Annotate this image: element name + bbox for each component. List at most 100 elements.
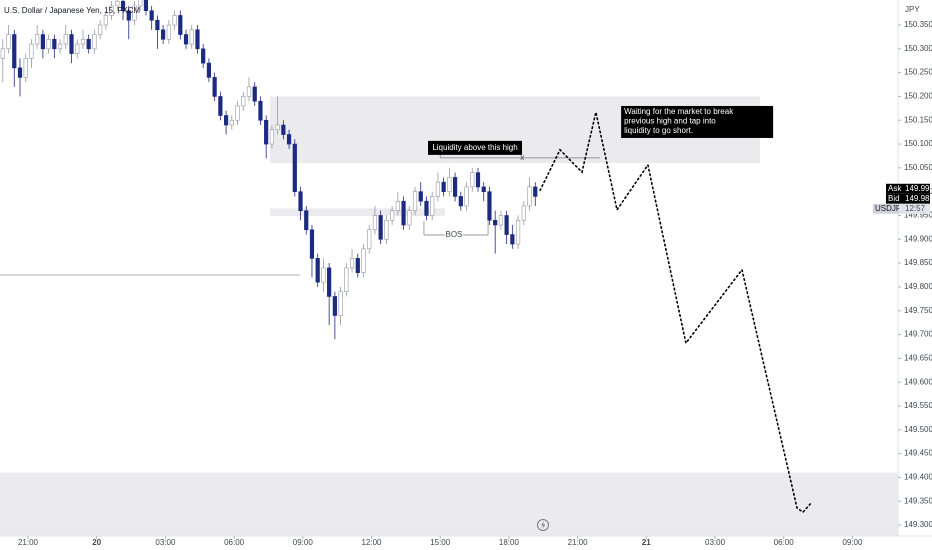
candle [166,20,171,45]
candle-body [286,134,292,145]
x-tick-label: 21:00 [568,538,589,547]
candle [201,44,206,68]
candle [315,253,320,287]
candle-body [23,58,28,78]
candle-body [361,248,366,273]
candle-body [309,229,315,259]
candle-body [315,258,320,283]
y-tick-label: 149.450 [904,449,932,458]
candle-body [149,10,154,21]
candle [80,29,86,49]
candle-body [46,38,51,50]
candle-body [143,0,149,12]
candle-body [430,196,435,216]
zone [0,472,898,536]
candle [143,0,149,16]
replay-icon[interactable] [537,519,549,531]
candle [447,167,452,197]
candle-body [6,34,11,50]
candle-body [458,196,463,207]
candle [475,167,481,192]
candle [372,205,378,235]
currency-label: JPY [905,5,920,14]
candle [132,1,137,26]
candle [390,205,395,226]
y-tick-label: 149.950 [904,211,932,220]
candle-body [332,296,337,316]
candle-body [35,34,40,45]
x-tick-label: 09:00 [842,538,863,547]
candle [149,5,154,30]
symbol-label: USDJPY [875,204,907,213]
y-tick-label: 150.350 [904,20,932,29]
candle [424,196,429,221]
candle-body [269,129,274,145]
candle [109,1,114,21]
candle-body [75,43,80,54]
candle [510,225,515,249]
candle-body [17,67,23,78]
candle-body [435,181,441,197]
candle-body [206,62,212,78]
candle [195,25,200,54]
candle-body [29,43,34,59]
candle [515,215,521,249]
bid-label: Bid [888,194,900,203]
candle [321,258,326,292]
countdown: 12:57 [905,204,926,213]
candle-body [275,124,280,131]
countdown-box [899,203,930,214]
candle-body [418,191,423,202]
candle [395,191,400,216]
candle [115,0,120,11]
candle [126,5,131,40]
candle-body [378,215,383,240]
candle [155,15,160,49]
candle [361,244,366,278]
x-tick-label: 15:00 [430,538,451,547]
y-tick-label: 149.350 [904,496,932,505]
candle [412,186,418,216]
candle-body [321,267,326,283]
annotation-mark: x [520,153,524,162]
zone [270,208,445,216]
candle [504,210,509,245]
candle [52,34,57,59]
candle-body [264,119,269,145]
candle [498,210,504,230]
candle [367,225,372,254]
candle [355,253,360,278]
x-tick-label: 03:00 [155,538,176,547]
candle-body [126,10,131,21]
x-tick-label: 20 [92,538,101,547]
candle [12,29,17,87]
candle [98,20,103,40]
bid-box [886,193,930,204]
annotation: Waiting for the market to break previous … [624,107,734,135]
candle-body [138,0,143,7]
candle-body [189,29,194,45]
candle [292,139,297,197]
annotation: Liquidity above this high [432,143,517,152]
candle [0,39,5,83]
y-tick-label: 150.200 [904,92,932,101]
candle-body [12,34,17,69]
candle-body [441,181,446,192]
candle [493,210,498,254]
candle-body [521,205,526,221]
candle [309,225,315,278]
candle [23,53,28,83]
candle [527,177,532,211]
candle [29,39,34,68]
candle [269,125,274,149]
candle-body [504,215,509,235]
y-tick-label: 150.300 [904,44,932,53]
y-tick-label: 149.750 [904,306,932,315]
candle-body [407,210,412,226]
ask-label: Ask [888,184,902,193]
candle [344,263,349,297]
y-tick-label: 149.650 [904,353,932,362]
candle [46,34,51,54]
candle-body [246,86,252,97]
candle-body [470,172,475,188]
